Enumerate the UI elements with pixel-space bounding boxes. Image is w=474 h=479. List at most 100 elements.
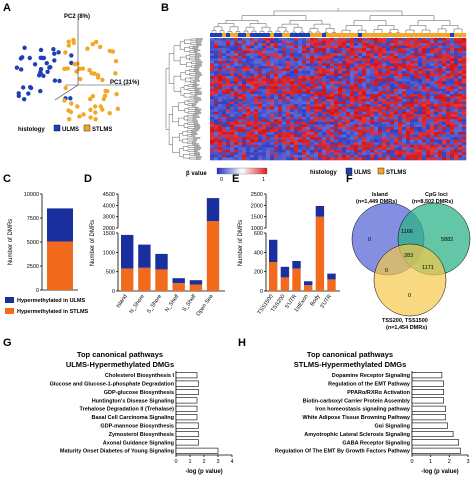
heatmap-cell: [390, 91, 395, 95]
heatmap-cell: [298, 104, 303, 107]
heatmap-cell: [234, 142, 239, 146]
heatmap-cell: [406, 152, 411, 156]
heatmap-cell: [354, 43, 359, 46]
heatmap-cell: [398, 152, 403, 156]
heatmap-cell: [462, 68, 467, 72]
heatmap-cell: [446, 43, 451, 46]
heatmap-cell: [354, 88, 359, 92]
heatmap-cell: [326, 134, 331, 138]
heatmap-cell: [350, 121, 355, 125]
heatmap-cell: [422, 78, 427, 82]
heatmap-cell: [450, 121, 455, 125]
heatmap-cell: [298, 63, 303, 67]
heatmap-cell: [330, 142, 335, 146]
heatmap-cell: [358, 81, 363, 85]
heatmap-cell: [322, 116, 327, 120]
heatmap-cell: [458, 65, 463, 69]
heatmap-cell: [294, 83, 299, 87]
heatmap-cell: [422, 106, 427, 110]
heatmap-cell: [410, 101, 415, 105]
heatmap-cell: [270, 45, 275, 49]
heatmap-cell: [298, 126, 303, 130]
heatmap-cell: [366, 96, 371, 100]
heatmap-cell: [230, 53, 235, 57]
heatmap-cell: [282, 99, 287, 102]
heatmap-cell: [210, 137, 215, 140]
heatmap-cell: [234, 88, 239, 92]
panel-h-category-label: Biotin-carboxyl Carrier Protein Assembly: [303, 398, 411, 404]
venn-cpg-tss: 1171: [422, 265, 434, 271]
heatmap-cell: [354, 58, 359, 62]
heatmap-cell: [462, 144, 467, 148]
heatmap-cell: [286, 109, 291, 113]
heatmap-cell: [442, 111, 447, 115]
heatmap-cell: [458, 154, 463, 158]
heatmap-cell: [370, 132, 375, 135]
heatmap-cell: [230, 58, 235, 62]
heatmap-cell: [438, 63, 443, 67]
heatmap-cell: [430, 106, 435, 110]
heatmap-cell: [262, 40, 267, 44]
heatmap-cell: [226, 40, 231, 44]
heatmap-cell: [262, 60, 267, 64]
heatmap-cell: [370, 93, 375, 97]
heatmap-cell: [222, 88, 227, 92]
heatmap-cell: [414, 88, 419, 92]
heatmap-cell: [450, 116, 455, 120]
heatmap-cell: [442, 106, 447, 110]
heatmap-cell: [442, 96, 447, 100]
heatmap-cell: [346, 111, 351, 115]
heatmap-cell: [258, 53, 263, 57]
heatmap-cell: [290, 152, 295, 156]
heatmap-cell: [310, 91, 315, 95]
heatmap-cell: [422, 111, 427, 115]
heatmap-cell: [242, 119, 247, 123]
heatmap-cell: [318, 157, 323, 161]
heatmap-cell: [362, 149, 367, 153]
heatmap-cell: [414, 101, 419, 105]
heatmap-cell: [410, 139, 415, 143]
heatmap-cell: [458, 147, 463, 151]
heatmap-cell: [322, 157, 327, 161]
heatmap-cell: [374, 76, 379, 79]
heatmap-cell: [278, 65, 283, 69]
annotation-cell: [214, 33, 219, 37]
pca-legend-ulms-swatch: [53, 124, 61, 132]
heatmap-cell: [238, 116, 243, 120]
heatmap-cell: [310, 129, 315, 133]
heatmap-cell: [338, 111, 343, 115]
heatmap-cell: [418, 109, 423, 113]
heatmap-cell: [398, 142, 403, 146]
heatmap-cell: [442, 58, 447, 62]
heatmap-cell: [310, 114, 315, 118]
heatmap-cell: [350, 86, 355, 90]
heatmap-cell: [450, 96, 455, 100]
heatmap-cell: [214, 149, 219, 153]
heatmap-cell: [266, 45, 271, 49]
heatmap-cell: [326, 88, 331, 92]
heatmap-cell: [378, 38, 383, 41]
pca-point-stlms: [63, 50, 68, 55]
heatmap-cell: [302, 104, 307, 107]
heatmap-cell: [454, 144, 459, 148]
heatmap-cell: [350, 132, 355, 135]
pca-point-ulms: [52, 58, 57, 63]
heatmap-cell: [450, 76, 455, 79]
annotation-cell: [386, 33, 391, 37]
panel-d-bar-stlms: [155, 269, 168, 291]
heatmap-cell: [282, 91, 287, 95]
heatmap-cell: [278, 48, 283, 52]
heatmap-cell: [286, 116, 291, 120]
heatmap-cell: [246, 116, 251, 120]
heatmap-cell: [254, 78, 259, 82]
heatmap-cell: [382, 126, 387, 130]
heatmap-cell: [302, 60, 307, 64]
heatmap-cell: [326, 157, 331, 161]
heatmap-cell: [250, 149, 255, 153]
heatmap-cell: [450, 126, 455, 130]
heatmap-cell: [402, 109, 407, 113]
heatmap-cell: [302, 126, 307, 130]
heatmap-cell: [286, 40, 291, 44]
heatmap-cell: [334, 76, 339, 79]
heatmap-cell: [270, 144, 275, 148]
